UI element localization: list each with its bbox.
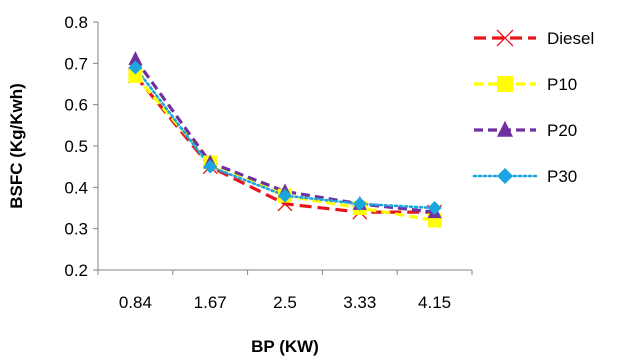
legend: Diesel P10 P20 P30 [472,29,594,186]
axes: 0.2 0.3 0.4 0.5 0.6 0.7 0.8 0.84 1.67 2.5 3.33 4.15 [64,13,473,312]
legend-label: P30 [547,167,577,186]
y-tick-label: 0.6 [64,96,88,115]
data-point-p10 [128,68,143,83]
data-point-p30 [128,60,143,75]
data-point-p30 [427,201,442,215]
series-markers [127,51,443,228]
y-tick-label: 0.5 [64,137,88,156]
y-tick-label: 0.8 [64,13,88,32]
legend-label: Diesel [547,29,594,48]
legend-marker [497,76,513,92]
y-tick-label: 0.4 [64,178,88,197]
y-tick-label: 0.7 [64,54,88,73]
y-tick-label: 0.2 [64,261,88,280]
series-line-p20 [134,58,435,214]
x-tick-label: 3.33 [343,293,376,312]
legend-label: P20 [547,121,577,140]
legend-item-p20: P20 [474,120,577,140]
x-tick-label: 4.15 [418,293,451,312]
data-point-p30 [278,188,292,203]
legend-marker [497,168,513,184]
y-axis-title: BSFC (Kg/Kwh) [7,83,26,209]
data-point-p30 [203,159,218,174]
legend-item-diesel: Diesel [474,29,594,48]
data-point-p20 [128,51,143,66]
legend-item-p30: P30 [472,167,577,186]
x-tick-label: 0.84 [119,293,152,312]
legend-marker [497,120,513,137]
x-tick-label: 1.67 [194,293,227,312]
x-axis-title: BP (KW) [251,337,319,356]
data-point-p30 [352,196,367,211]
legend-marker [496,29,514,47]
legend-label: P10 [547,75,577,94]
x-tick-label: 2.5 [273,293,297,312]
legend-item-p10: P10 [474,75,577,94]
y-tick-label: 0.3 [64,220,88,239]
